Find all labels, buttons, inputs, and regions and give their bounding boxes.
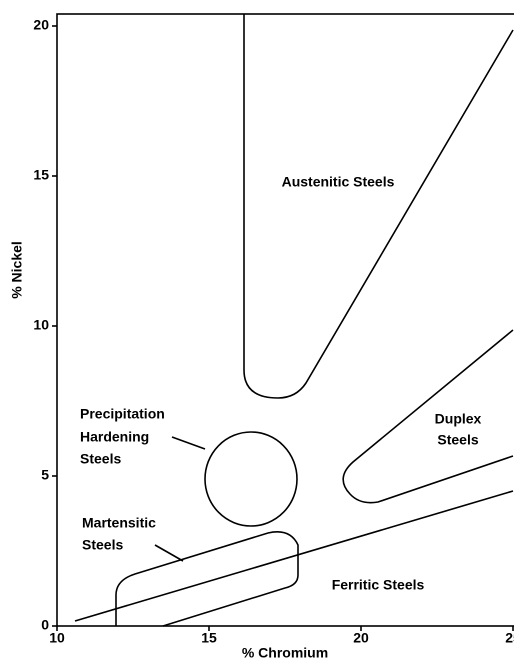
region-label: Hardening [80, 429, 149, 445]
x-tick-label: 15 [201, 630, 217, 646]
x-tick-label: 10 [49, 630, 65, 646]
martensitic-boundary [115, 531, 299, 627]
region-label: Precipitation [80, 406, 165, 422]
y-axis-title: % Nickel [9, 241, 25, 299]
y-tick-label: 5 [41, 467, 49, 483]
region-label: Steels [82, 537, 123, 553]
region-label: Steels [80, 451, 121, 467]
plot-frame [56, 13, 514, 627]
region-label: Austenitic Steels [282, 174, 395, 190]
region-label: Duplex [435, 411, 482, 427]
austenitic-boundary [243, 14, 514, 399]
y-tick-label: 10 [33, 317, 49, 333]
leader-line [154, 544, 184, 562]
y-tick-label: 20 [33, 17, 49, 33]
region-label: Steels [437, 432, 478, 448]
x-tick-label: 20 [353, 630, 369, 646]
y-tick-label: 0 [41, 617, 49, 633]
region-label: Ferritic Steels [332, 577, 425, 593]
x-axis-title: % Chromium [242, 645, 328, 661]
x-tick-label: 25 [505, 630, 514, 646]
ferritic-boundary [74, 490, 514, 622]
precipitation-boundary [204, 431, 298, 527]
region-outlines [74, 14, 514, 627]
leader-line [171, 436, 206, 450]
y-tick-label: 15 [33, 167, 49, 183]
region-label: Martensitic [82, 515, 156, 531]
duplex-boundary [342, 329, 514, 504]
